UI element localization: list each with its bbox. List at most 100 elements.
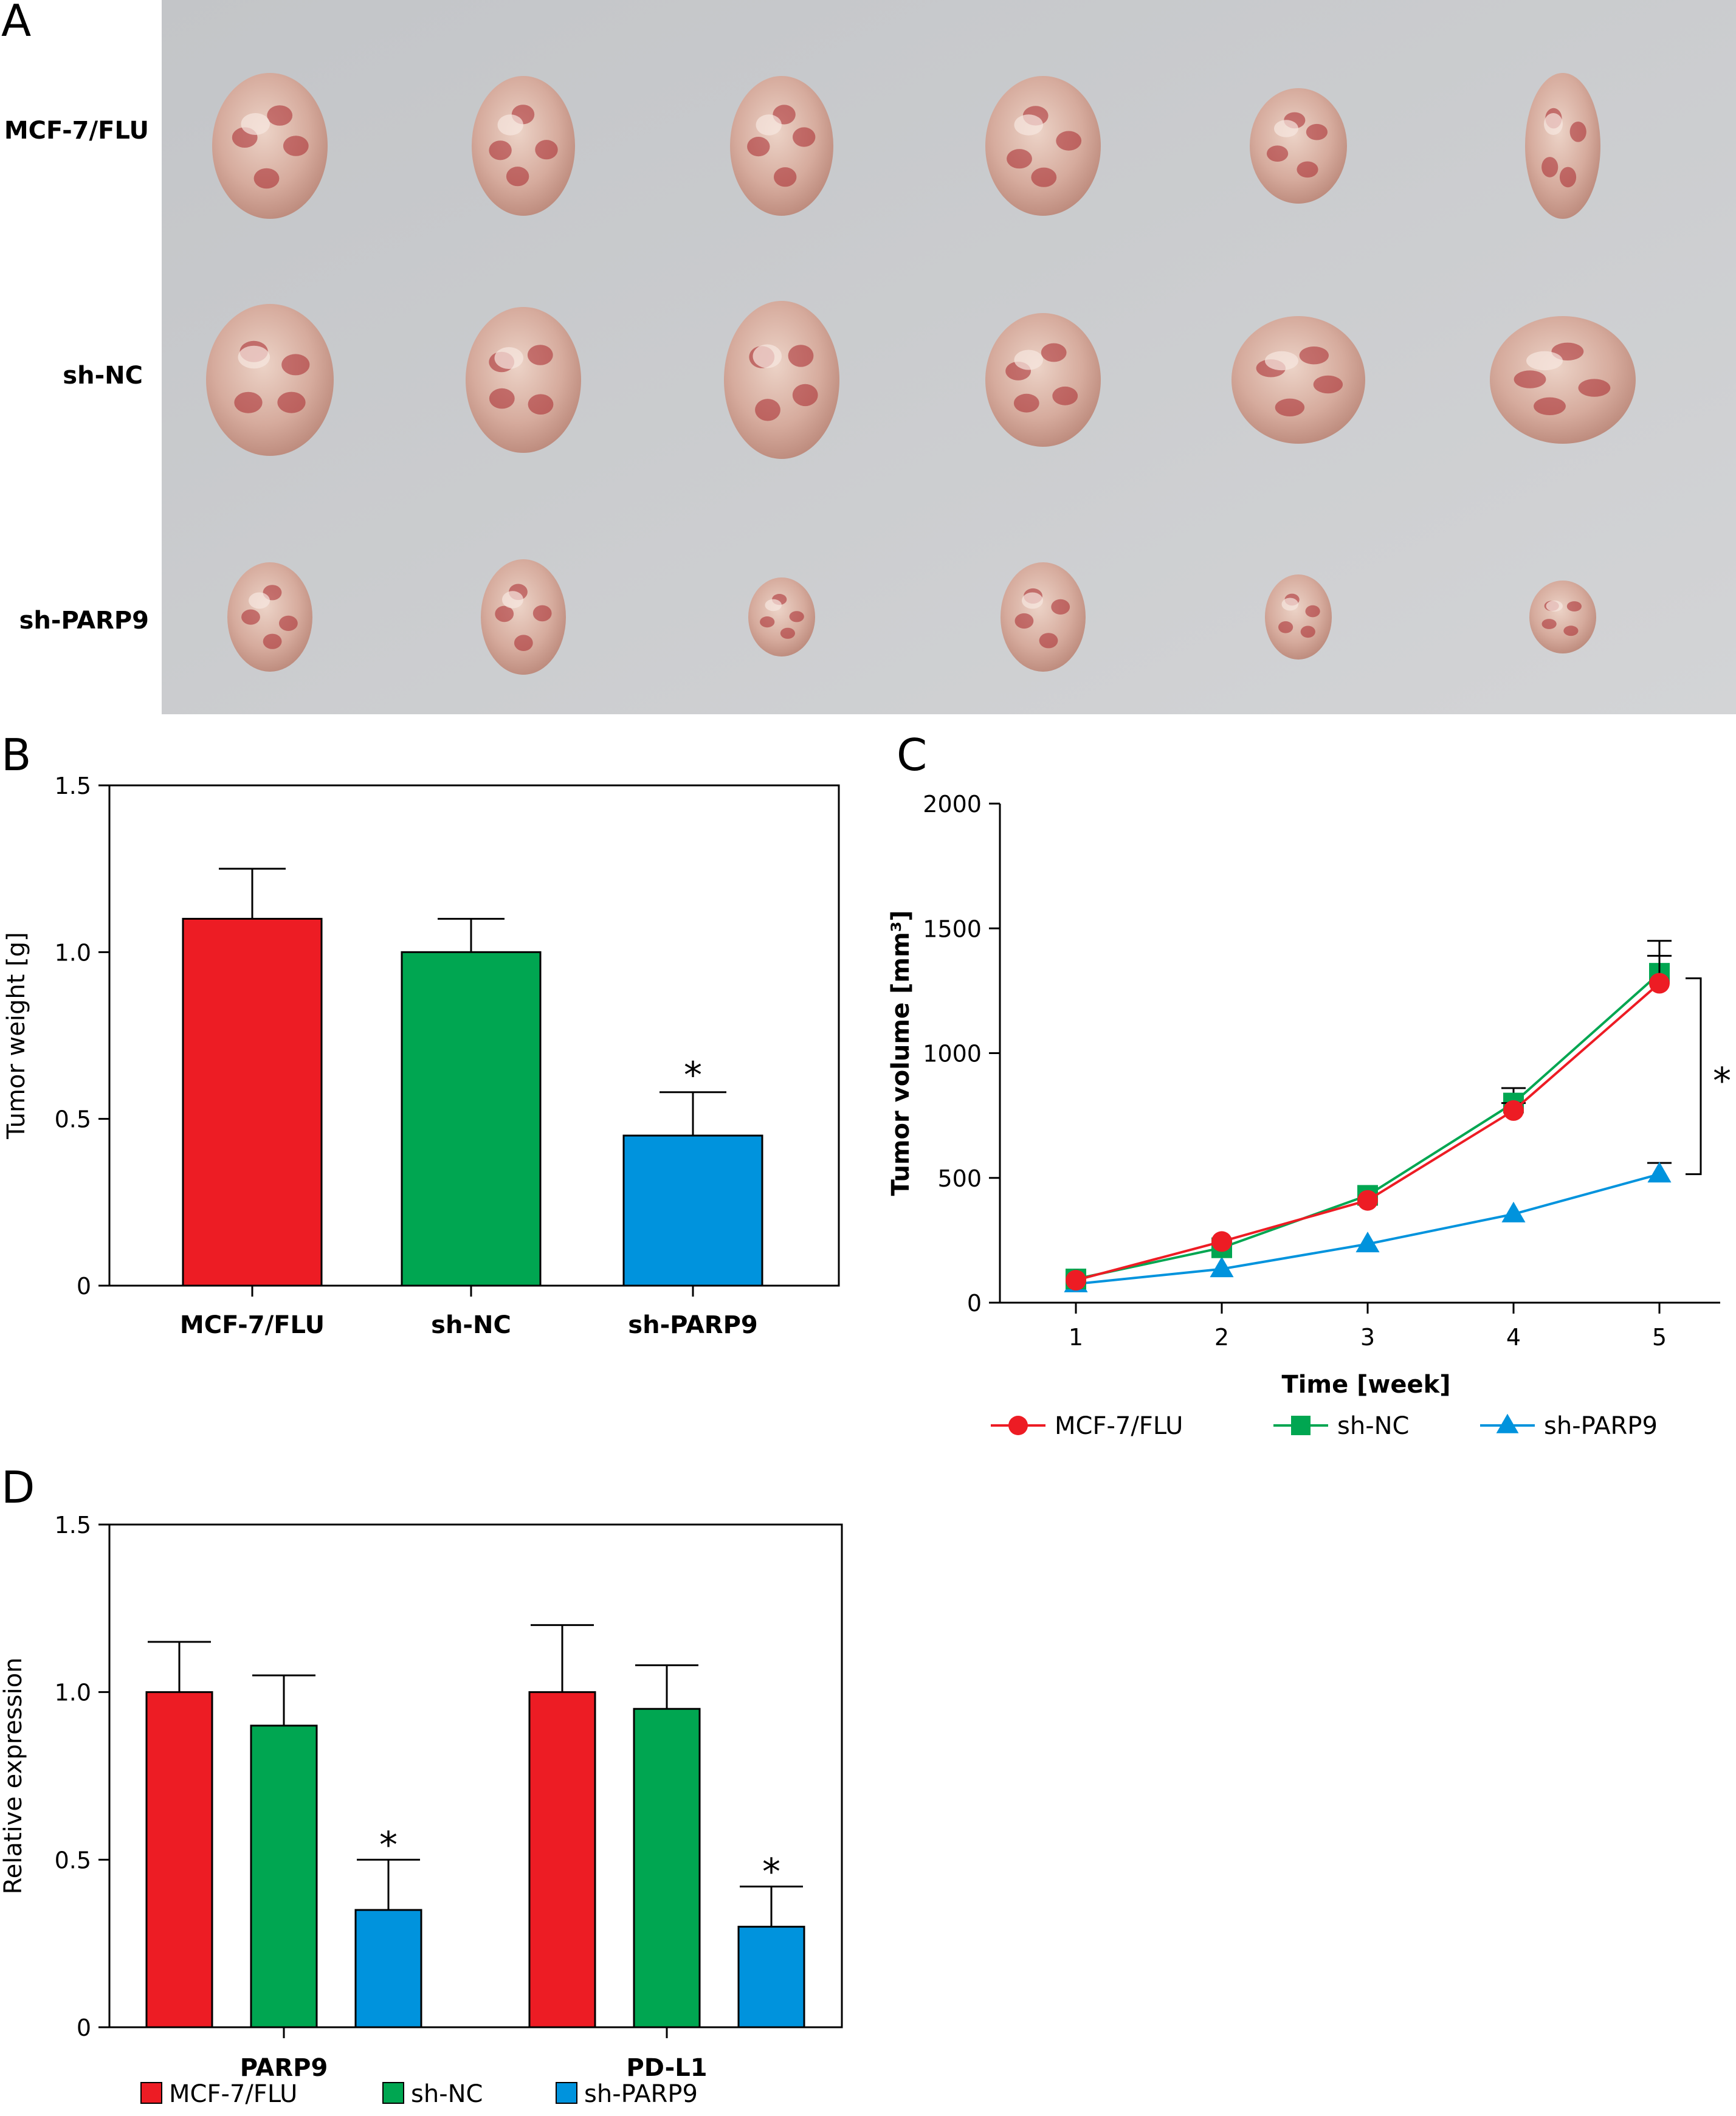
tumor-highlight (241, 113, 270, 135)
y-tick-label: 1.0 (55, 1680, 91, 1706)
tumor-vessel (780, 627, 795, 639)
legend-item: sh-PARP9 (1480, 1412, 1658, 1440)
tumor-sample (466, 307, 581, 453)
tumor-body (985, 313, 1101, 447)
y-tick-label: 0 (967, 1290, 982, 1317)
panel-a-letter: A (1, 0, 32, 46)
tumor-vessel (1566, 601, 1582, 612)
data-point (1647, 1162, 1672, 1183)
tumor-body (466, 307, 581, 453)
tumor-vessel (1056, 131, 1082, 151)
tumor-sample (1525, 73, 1600, 219)
tumor-vessel (1306, 123, 1328, 140)
tumor-vessel (1299, 346, 1329, 365)
legend-label: MCF-7/FLU (169, 2080, 297, 2108)
tumor-highlight (497, 114, 523, 136)
tumor-weight-chart: 0 0.5 1.0 1.5 MCF-7/FLU sh-NC sh-PARP9 * Tumor w… (2, 773, 840, 1339)
tumor-vessel (747, 137, 770, 157)
tumor-vessel (279, 615, 298, 631)
data-point (1291, 1416, 1311, 1435)
significance-star: * (762, 1850, 780, 1893)
tumor-vessel (1267, 145, 1289, 162)
significance-star: * (1713, 1060, 1731, 1102)
x-tick-label: sh-PARP9 (628, 1311, 757, 1339)
row-label-shparp9: sh-PARP9 (19, 607, 149, 635)
tumor-body (1525, 73, 1600, 219)
legend-item: sh-PARP9 (556, 2080, 698, 2108)
x-tick-label: PARP9 (240, 2054, 328, 2082)
tumor-sample (724, 301, 839, 459)
tumor-sample (1001, 562, 1086, 672)
bar (182, 917, 323, 1287)
y-tick-label: 500 (937, 1165, 982, 1192)
y-tick-label: 1.0 (55, 939, 91, 966)
x-tick-label: PD-L1 (626, 2054, 707, 2082)
legend-label: MCF-7/FLU (1055, 1412, 1183, 1440)
x-tick-label: 1 (1069, 1324, 1083, 1351)
legend-item: MCF-7/FLU (140, 2080, 297, 2108)
tumor-highlight (1546, 601, 1563, 612)
tumor-vessel (267, 105, 293, 126)
tumor-sample (985, 76, 1101, 216)
tumor-vessel (755, 399, 780, 421)
tumor-highlight (238, 345, 270, 369)
data-point (1210, 1256, 1234, 1278)
legend-swatch (382, 2082, 404, 2104)
tumor-highlight (1544, 113, 1563, 135)
legend-item: MCF-7/FLU (991, 1412, 1183, 1440)
data-point (1503, 1100, 1524, 1121)
y-axis-label: Tumor volume [mm³] (887, 910, 915, 1196)
bar (145, 1691, 213, 2028)
tumor-vessel (506, 167, 529, 187)
y-axis-label: Tumor weight [g] (2, 932, 30, 1140)
tumor-body (227, 562, 312, 672)
tumor-body (1529, 581, 1596, 653)
tumor-sample (1231, 316, 1365, 444)
plot-frame (108, 1523, 843, 2028)
bar (633, 1708, 701, 2028)
tumor-vessel (1041, 343, 1067, 362)
photo-background (162, 0, 1736, 714)
tumor-vessel (1313, 375, 1343, 394)
data-point (1501, 1201, 1526, 1222)
y-axis-label: Relative expression (0, 1658, 27, 1895)
tumor-vessel (514, 635, 533, 651)
legend-label: sh-NC (1337, 1412, 1409, 1440)
tumor-highlight (1022, 592, 1043, 609)
tumor-sample (206, 304, 334, 456)
tumor-sample (212, 73, 328, 219)
tumor-vessel (263, 633, 282, 649)
data-point (1649, 973, 1670, 994)
series-2 (1064, 1162, 1672, 1292)
tumor-vessel (1051, 599, 1070, 615)
x-tick-label: 3 (1360, 1324, 1375, 1351)
legend-swatch (556, 2082, 577, 2104)
data-point (1211, 1231, 1232, 1252)
x-tick-label: MCF-7/FLU (180, 1311, 325, 1339)
tumor-vessel (1300, 625, 1315, 638)
data-point (1355, 1232, 1380, 1253)
data-point (1008, 1416, 1028, 1435)
row-label-mcf7: MCF-7/FLU (4, 117, 149, 145)
tumor-sample (227, 562, 312, 672)
data-point (1357, 1190, 1378, 1211)
x-tick-label: 4 (1506, 1324, 1521, 1351)
panel-b-letter: B (1, 729, 32, 781)
significance-star: * (379, 1824, 398, 1866)
tumor-vessel (1007, 149, 1032, 169)
y-tick-label: 0 (77, 1273, 91, 1300)
series-0 (1066, 954, 1672, 1291)
panel-d-letter: D (1, 1462, 35, 1513)
tumor-vessel (253, 168, 280, 189)
tumor-body (730, 76, 833, 216)
legend-item: sh-NC (1273, 1412, 1409, 1440)
data-point (1496, 1413, 1519, 1433)
tumor-body (985, 76, 1101, 216)
tumor-vessel (1541, 619, 1557, 629)
tumor-vessel (1014, 613, 1034, 629)
tumor-vessel (760, 616, 775, 628)
tumor-highlight (765, 599, 782, 612)
tumor-highlight (1281, 598, 1298, 611)
panel-c-letter: C (897, 729, 928, 781)
tumor-body (1490, 316, 1636, 444)
